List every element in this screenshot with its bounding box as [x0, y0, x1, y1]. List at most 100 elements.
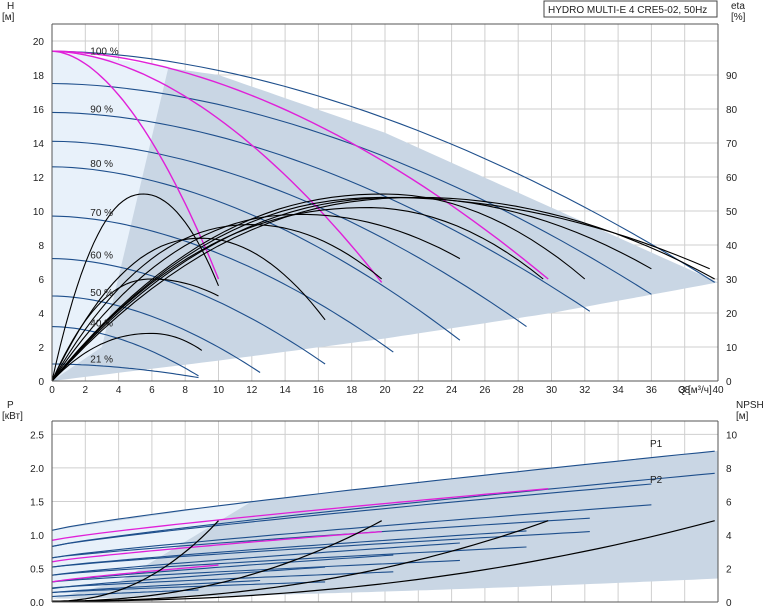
p1-curve-3 — [51, 530, 527, 568]
eta-tick-label: 0 — [726, 377, 732, 388]
eta-tick-label: 60 — [726, 173, 738, 184]
qh-magenta-curve-2 — [51, 50, 549, 280]
eta-curve-0 — [51, 332, 203, 382]
p-tick-label: 1.5 — [30, 497, 44, 508]
npsh-curve-2 — [51, 520, 382, 602]
eta-tick-label: 40 — [726, 241, 738, 252]
qh-magenta-curve-1 — [51, 50, 383, 283]
eta-tick-label: 30 — [726, 275, 738, 286]
q-tick-label: 10 — [213, 385, 225, 396]
qh-curve-5 — [51, 215, 394, 353]
speed-label: 40 % — [90, 319, 113, 330]
eta-axis-unit: [%] — [731, 12, 746, 23]
h-tick-label: 14 — [33, 139, 45, 150]
p2-curve-4 — [51, 559, 460, 583]
npsh-tick-label: 2 — [726, 564, 732, 575]
speed-label: 21 % — [90, 354, 113, 365]
p-tick-label: 1.0 — [30, 531, 44, 542]
npsh-curve-3 — [51, 520, 219, 602]
power-chart: 0.0 0.5 1.0 1.5 2.0 2.5 0 2 4 6 8 10 — [30, 420, 738, 609]
p2-curve-1 — [51, 504, 652, 559]
p1-curve-1 — [51, 483, 652, 547]
qh-curve-4 — [51, 166, 461, 341]
h-tick-label: 10 — [33, 207, 45, 218]
p-magenta-curve-1 — [51, 530, 382, 563]
q-tick-label: 14 — [280, 385, 292, 396]
q-tick-label: 28 — [513, 385, 525, 396]
p2-curve-5 — [51, 571, 394, 589]
npsh-tick-label: 4 — [726, 531, 732, 542]
p1-curve-7 — [51, 579, 261, 594]
p-tick-label: 0.5 — [30, 564, 44, 575]
eta-curve-2 — [51, 237, 326, 382]
p1-label: P1 — [650, 439, 663, 450]
npsh-axis-unit: [м] — [736, 411, 749, 422]
qh-curve-1 — [51, 82, 652, 295]
qh-curve-7 — [51, 295, 261, 373]
p1-curve-5 — [51, 554, 394, 583]
npsh-tick-label: 6 — [726, 497, 732, 508]
eta-curve-3 — [51, 193, 220, 382]
eta-curve-6 — [51, 207, 544, 382]
q-tick-label: 20 — [379, 385, 391, 396]
p-operating-region — [52, 450, 718, 599]
eta-axis-name: eta — [731, 1, 745, 12]
q-tick-label: 22 — [413, 385, 425, 396]
p1-curve-6 — [51, 566, 326, 590]
h-axis-name: H — [7, 1, 14, 12]
q-tick-label: 8 — [182, 385, 188, 396]
eta-curve-10 — [51, 196, 710, 382]
speed-label: 50 % — [90, 288, 113, 299]
qh-curve-6 — [51, 258, 326, 365]
q-axis-unit: [м³/ч] — [688, 385, 712, 396]
q-tick-label: 16 — [313, 385, 325, 396]
p1-curve-0 — [51, 450, 715, 531]
q-tick-label: 18 — [346, 385, 358, 396]
p1-curve-8 — [51, 589, 199, 598]
q-tick-label: 26 — [479, 385, 491, 396]
eta-tick-label: 10 — [726, 343, 738, 354]
p-magenta-curve-2 — [51, 564, 219, 583]
speed-label: 80 % — [90, 159, 113, 170]
speed-label: 60 % — [90, 251, 113, 262]
chart-title: HYDRO MULTI-E 4 CRE5-02, 50Hz — [548, 5, 707, 16]
p-tick-label: 2.0 — [30, 464, 44, 475]
p2-curve-3 — [51, 546, 527, 576]
qh-curve-3 — [51, 140, 527, 328]
eta-tick-label: 20 — [726, 309, 738, 320]
qh-curve-2 — [51, 111, 591, 312]
h-tick-label: 8 — [38, 241, 44, 252]
qh-curve-8 — [51, 326, 199, 377]
q-tick-label: 12 — [246, 385, 258, 396]
eta-curve-5 — [51, 213, 461, 382]
p2-curve-0 — [51, 472, 715, 547]
p-tick-label: 0.0 — [30, 598, 44, 609]
q-tick-label: 38 — [679, 385, 691, 396]
h-tick-label: 20 — [33, 37, 45, 48]
npsh-curve-0 — [51, 520, 715, 602]
p-tick-label: 2.5 — [30, 430, 44, 441]
q-tick-label: 36 — [646, 385, 658, 396]
q-tick-label: 30 — [546, 385, 558, 396]
eta-tick-label: 80 — [726, 105, 738, 116]
npsh-axis-name: NPSH — [736, 400, 764, 411]
eta-curve-4 — [51, 224, 383, 382]
qh-curve-0 — [51, 50, 715, 283]
npsh-curve-1 — [51, 520, 549, 602]
h-tick-label: 12 — [33, 173, 45, 184]
p-magenta-curve-0 — [51, 488, 549, 541]
q-tick-label: 32 — [579, 385, 591, 396]
eta-tick-label: 70 — [726, 139, 738, 150]
h-tick-label: 2 — [38, 343, 44, 354]
q-tick-label: 2 — [83, 385, 89, 396]
p1-curve-4 — [51, 542, 460, 576]
p-axis-name: P — [7, 400, 14, 411]
p-axis-unit: [кВт] — [2, 411, 23, 422]
eta-tick-label: 50 — [726, 207, 738, 218]
qh-chart: 0 2 4 6 8 10 12 14 16 18 20 22 24 26 28 30 32 34 36 38 40024… — [33, 23, 738, 396]
h-tick-label: 16 — [33, 105, 45, 116]
h-tick-label: 6 — [38, 275, 44, 286]
q-tick-label: 4 — [116, 385, 122, 396]
